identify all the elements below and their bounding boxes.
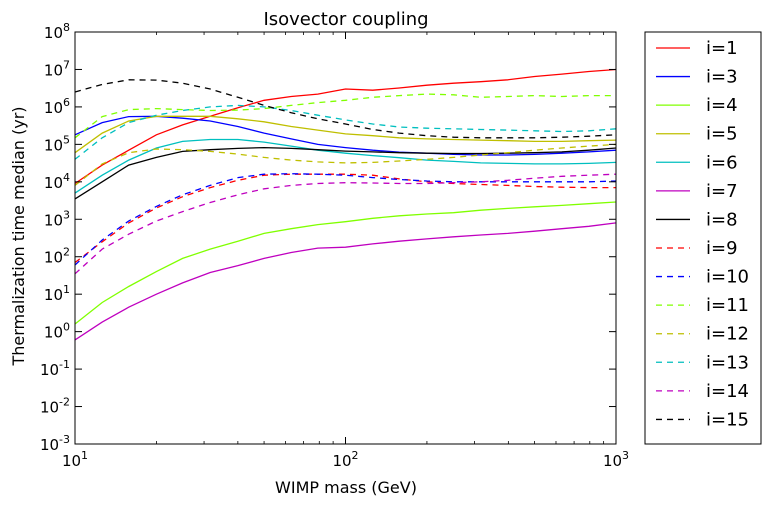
y-tick-label: 108 [44,21,70,42]
y-tick-label-base: 10 [44,174,63,192]
y-tick-label: 10-3 [40,433,70,454]
series-line-i-5 [74,115,617,154]
series-line-i-9 [74,173,616,264]
series-line-i-7 [74,222,617,341]
y-tick-label-exponent: -1 [59,358,70,371]
x-tick-label: 101 [62,449,88,470]
series-line-i-11 [74,93,616,139]
y-tick-label-base: 10 [44,99,63,117]
y-tick-label-exponent: 7 [63,58,70,71]
chart-title: Isovector coupling [263,9,428,30]
y-tick-label: 102 [44,246,70,267]
plot-frame [74,31,617,445]
y-tick-label-base: 10 [44,286,63,304]
y-tick-label-base: 10 [40,399,59,417]
series-line-i-15 [74,79,617,139]
x-axis-label: WIMP mass (GeV) [275,478,417,497]
legend: i=1 i=3 i=4 i=5 i=6 i=7 i=8 i=9 i=10 i=11 i=12 i=13… [644,31,762,445]
y-tick-label-exponent: 4 [63,171,70,184]
legend-label-i-6: i=6 [706,152,738,173]
y-tick-label-exponent: 2 [63,246,70,259]
y-tick-label-base: 10 [40,436,59,454]
series-line-i-12 [74,143,617,186]
y-tick-label: 101 [44,283,70,304]
legend-label-i-9: i=9 [706,238,738,259]
series-line-i-8 [74,146,617,200]
y-tick-label-exponent: 1 [63,283,70,296]
legend-label-i-4: i=4 [706,95,738,116]
y-tick-label: 107 [44,58,70,79]
y-tick-label-exponent: 3 [63,208,70,221]
series-line-i-13 [74,104,617,160]
y-tick-label: 105 [44,133,70,154]
legend-label-i-10: i=10 [706,267,749,288]
x-tick-label: 102 [332,449,358,470]
legend-label-i-3: i=3 [706,67,738,88]
y-tick-label: 10-1 [40,358,70,379]
x-tick-label-base: 10 [332,452,351,470]
series-line-i-4 [74,201,617,325]
y-tick-label: 100 [44,321,70,342]
legend-label-i-7: i=7 [706,181,738,202]
legend-label-i-13: i=13 [706,352,749,373]
y-tick-label-base: 10 [44,211,63,229]
x-tick-label: 103 [603,449,629,470]
y-tick-label: 106 [44,96,70,117]
y-tick-label-base: 10 [44,249,63,267]
legend-label-i-14: i=14 [706,381,749,402]
y-tick-label-base: 10 [40,361,59,379]
y-tick-label-base: 10 [44,24,63,42]
legend-label-i-8: i=8 [706,209,738,230]
legend-frame [644,31,762,445]
y-tick-label-exponent: 0 [63,321,70,334]
x-tick-label-exponent: 1 [81,449,88,462]
legend-label-i-11: i=11 [706,295,749,316]
series-line-i-1 [74,68,617,185]
legend-label-i-12: i=12 [706,324,749,345]
series-line-i-10 [74,173,617,266]
y-tick-label-base: 10 [44,61,63,79]
y-tick-label: 104 [44,171,70,192]
plot-series [74,68,617,341]
legend-label-i-5: i=5 [706,124,738,145]
x-tick-label-exponent: 2 [352,449,359,462]
y-tick-label-exponent: -2 [59,396,70,409]
y-tick-label-base: 10 [44,324,63,342]
plot-ticks: 101 102 10310-310-210-11001011021031041051… [40,21,629,470]
x-tick-label-base: 10 [603,452,622,470]
x-tick-label-base: 10 [62,452,81,470]
y-tick-label-exponent: -3 [59,433,70,446]
y-tick-label-exponent: 5 [63,133,70,146]
y-tick-label: 10-2 [40,396,70,417]
series-line-i-6 [74,138,617,194]
y-axis-label: Thermalization time median (yr) [9,106,28,366]
y-tick-label-exponent: 6 [63,96,70,109]
y-tick-label-base: 10 [44,136,63,154]
y-tick-label: 103 [44,208,70,229]
x-tick-label-exponent: 3 [622,449,629,462]
legend-label-i-15: i=15 [706,409,749,430]
y-tick-label-exponent: 8 [63,21,70,34]
legend-label-i-1: i=1 [706,38,738,59]
